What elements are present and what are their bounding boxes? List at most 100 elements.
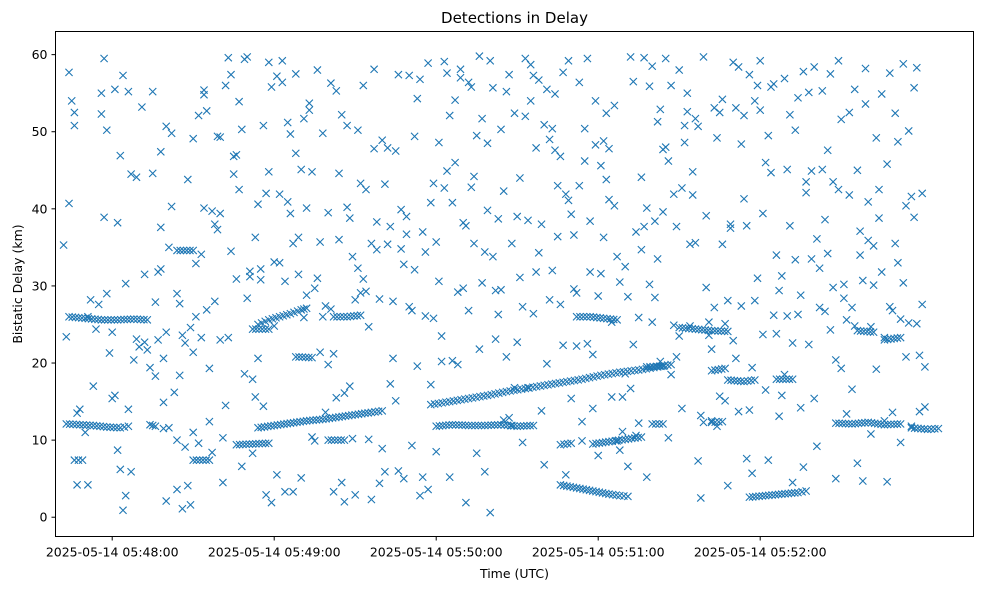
data-point	[634, 313, 643, 322]
data-point	[194, 111, 203, 120]
data-point	[421, 312, 430, 320]
data-point	[202, 456, 211, 465]
data-point	[467, 421, 476, 430]
data-point	[627, 434, 636, 443]
data-point	[542, 85, 551, 94]
data-point	[394, 466, 403, 475]
data-point	[402, 212, 411, 221]
data-point	[513, 338, 522, 347]
data-point	[186, 500, 195, 509]
y-tick-label: 20	[32, 356, 48, 371]
y-tick-label: 30	[32, 278, 48, 293]
data-point	[880, 333, 889, 342]
data-point	[669, 321, 678, 330]
data-point	[316, 237, 325, 246]
data-point	[537, 406, 546, 415]
data-point	[89, 421, 98, 430]
data-point	[930, 424, 939, 433]
data-point	[723, 376, 732, 384]
data-point	[534, 76, 543, 85]
data-point	[717, 365, 726, 373]
data-point	[913, 424, 922, 433]
data-point	[839, 280, 848, 289]
data-point	[785, 221, 794, 230]
data-point	[907, 422, 916, 431]
data-point	[82, 421, 91, 430]
data-point	[173, 485, 181, 494]
data-point	[189, 428, 198, 437]
data-point	[299, 114, 308, 123]
data-point	[505, 413, 514, 422]
data-point	[283, 419, 292, 428]
data-point	[359, 81, 368, 90]
data-point	[318, 312, 327, 321]
data-point	[372, 217, 381, 226]
data-point	[372, 245, 381, 254]
data-point	[864, 197, 873, 206]
data-point	[888, 306, 897, 315]
data-point	[210, 220, 219, 229]
data-point	[632, 227, 640, 236]
data-point	[515, 273, 524, 282]
data-point	[548, 124, 557, 133]
data-point	[509, 421, 518, 430]
data-point	[866, 322, 875, 331]
data-point	[532, 268, 541, 277]
data-point	[259, 121, 268, 130]
data-point	[683, 89, 692, 98]
data-point	[564, 196, 573, 205]
y-tick-label: 40	[32, 201, 48, 216]
data-point	[254, 423, 262, 432]
data-point	[448, 198, 457, 207]
data-point	[758, 209, 767, 218]
data-point	[626, 384, 635, 393]
data-point	[691, 238, 700, 247]
data-point	[264, 58, 273, 67]
data-point	[697, 325, 706, 334]
data-point	[601, 438, 610, 447]
data-point	[592, 313, 601, 322]
data-point	[661, 143, 670, 152]
data-point	[208, 448, 217, 457]
data-point	[148, 169, 157, 178]
data-point	[470, 172, 478, 181]
data-point	[834, 185, 843, 194]
data-point	[380, 180, 389, 189]
data-point	[96, 422, 105, 431]
data-point	[251, 439, 260, 448]
data-point	[730, 376, 739, 385]
data-point	[841, 419, 850, 428]
data-point	[534, 248, 543, 257]
data-point	[632, 431, 640, 440]
data-point	[71, 313, 80, 322]
data-point	[737, 140, 746, 149]
data-point	[782, 375, 791, 384]
data-point	[326, 79, 335, 88]
data-point	[812, 442, 821, 451]
data-point	[418, 227, 427, 236]
data-point	[575, 181, 584, 190]
data-point	[740, 111, 748, 120]
data-point	[185, 246, 194, 255]
data-point	[575, 484, 584, 493]
data-point	[243, 294, 252, 303]
data-point	[823, 146, 832, 155]
data-point	[258, 439, 267, 448]
data-point	[710, 303, 719, 312]
data-point	[216, 209, 225, 218]
data-point	[167, 129, 176, 138]
data-point	[510, 109, 519, 118]
data-point	[784, 489, 793, 498]
data-point	[510, 383, 519, 392]
data-point	[618, 427, 627, 436]
data-point	[270, 421, 279, 430]
data-point	[796, 291, 805, 300]
data-point	[426, 380, 435, 389]
data-point	[860, 418, 869, 427]
data-point	[777, 391, 786, 400]
data-point	[599, 136, 608, 145]
data-point	[748, 469, 757, 478]
data-point	[129, 355, 138, 364]
y-tick-label: 50	[32, 124, 48, 139]
